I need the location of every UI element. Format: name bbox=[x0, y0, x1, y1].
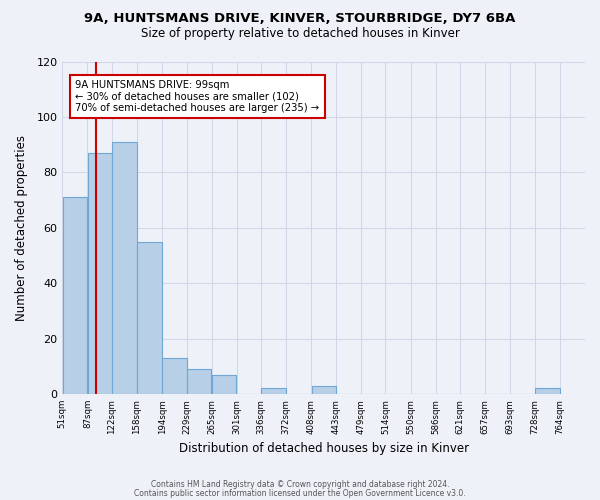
Bar bbox=[262, 388, 286, 394]
Text: Contains HM Land Registry data © Crown copyright and database right 2024.: Contains HM Land Registry data © Crown c… bbox=[151, 480, 449, 489]
Bar bbox=[187, 369, 211, 394]
Bar bbox=[212, 374, 236, 394]
Bar bbox=[137, 242, 162, 394]
Text: Contains public sector information licensed under the Open Government Licence v3: Contains public sector information licen… bbox=[134, 488, 466, 498]
Bar bbox=[163, 358, 187, 394]
Bar bbox=[312, 386, 336, 394]
Bar bbox=[88, 153, 112, 394]
Text: Size of property relative to detached houses in Kinver: Size of property relative to detached ho… bbox=[140, 28, 460, 40]
Y-axis label: Number of detached properties: Number of detached properties bbox=[15, 134, 28, 320]
X-axis label: Distribution of detached houses by size in Kinver: Distribution of detached houses by size … bbox=[179, 442, 469, 455]
Bar bbox=[62, 197, 87, 394]
Text: 9A HUNTSMANS DRIVE: 99sqm
← 30% of detached houses are smaller (102)
70% of semi: 9A HUNTSMANS DRIVE: 99sqm ← 30% of detac… bbox=[76, 80, 320, 113]
Bar bbox=[535, 388, 560, 394]
Bar bbox=[112, 142, 137, 394]
Text: 9A, HUNTSMANS DRIVE, KINVER, STOURBRIDGE, DY7 6BA: 9A, HUNTSMANS DRIVE, KINVER, STOURBRIDGE… bbox=[85, 12, 515, 26]
